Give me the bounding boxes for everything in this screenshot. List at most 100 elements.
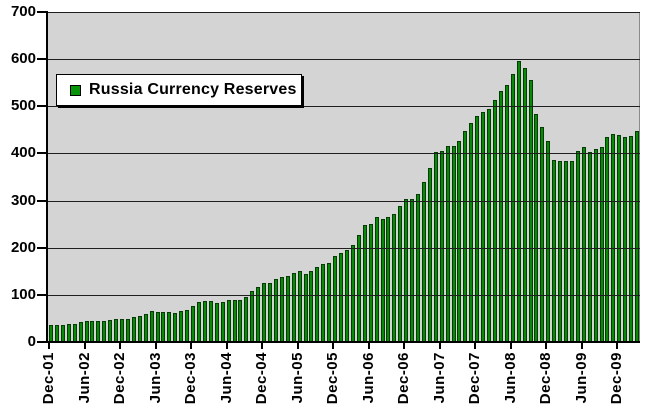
y-tick-label: 0 — [27, 333, 36, 350]
bar — [114, 319, 119, 342]
gridline — [48, 295, 640, 296]
x-tick-label-text: Jun-05 — [288, 352, 306, 404]
bar — [374, 217, 379, 342]
bar — [321, 264, 326, 342]
gridline — [48, 248, 640, 249]
bar — [279, 277, 284, 342]
gridline — [48, 153, 640, 154]
bar — [398, 206, 403, 342]
bar — [131, 317, 136, 342]
bar — [60, 325, 65, 342]
bar — [481, 112, 486, 342]
x-tick-label-text: Dec-02 — [111, 352, 129, 405]
x-tick-label-text: Jun-03 — [146, 352, 164, 404]
bar — [179, 311, 184, 342]
bar — [558, 161, 563, 342]
bar — [487, 109, 492, 342]
bar — [569, 161, 574, 342]
y-tick-label: 700 — [10, 3, 36, 20]
bar — [66, 324, 71, 342]
bar — [421, 182, 426, 342]
x-tick-label-text: Jun-02 — [75, 352, 93, 404]
bar — [49, 325, 53, 342]
y-tick — [37, 105, 48, 107]
bar — [232, 300, 237, 342]
x-tick — [474, 343, 477, 349]
bar — [315, 267, 320, 342]
bar — [475, 116, 480, 342]
bar — [498, 91, 503, 342]
y-axis-line — [46, 12, 48, 343]
legend: Russia Currency Reserves — [56, 74, 302, 106]
bar — [333, 256, 338, 342]
bar — [54, 325, 59, 342]
bar — [386, 217, 391, 342]
legend-marker-icon — [70, 84, 81, 96]
bar — [226, 300, 231, 342]
x-tick — [332, 343, 335, 349]
bar — [587, 152, 592, 342]
bar — [433, 152, 438, 342]
bar — [120, 319, 125, 342]
gridline — [48, 106, 640, 107]
bar — [149, 311, 154, 342]
bar — [273, 279, 278, 342]
x-tick-label-text: Dec-01 — [40, 352, 57, 405]
bar — [463, 131, 468, 342]
x-tick — [190, 343, 193, 349]
bar — [528, 80, 533, 342]
bar — [262, 283, 267, 342]
bar — [564, 161, 569, 342]
bar — [96, 321, 101, 342]
bar — [197, 302, 201, 342]
bar — [108, 320, 113, 342]
bar — [143, 314, 148, 342]
bar — [427, 168, 432, 342]
bar — [90, 321, 95, 342]
y-tick — [37, 247, 48, 249]
bar — [250, 291, 255, 342]
bar — [534, 114, 539, 342]
x-tick — [48, 343, 50, 349]
legend-label: Russia Currency Reserves — [89, 81, 297, 98]
bar — [552, 160, 557, 342]
x-tick — [616, 343, 619, 349]
y-tick — [37, 152, 48, 154]
bar — [291, 273, 296, 342]
bar — [268, 283, 273, 342]
bar — [72, 324, 77, 342]
y-tick — [37, 341, 48, 343]
x-tick-label-text: Jun-08 — [501, 352, 519, 404]
x-tick-label-text: Jun-07 — [430, 352, 448, 404]
y-tick-label: 400 — [10, 144, 36, 161]
bar — [445, 146, 450, 342]
bar — [522, 68, 527, 342]
bar — [504, 85, 509, 342]
x-tick-label-text: Dec-07 — [466, 352, 484, 405]
bar — [510, 74, 515, 342]
bar — [635, 131, 640, 342]
bar — [439, 151, 444, 342]
bar — [167, 312, 172, 342]
bar — [327, 263, 332, 342]
plot-area — [48, 12, 640, 342]
bar — [202, 301, 207, 342]
bar — [339, 253, 344, 342]
bar — [469, 123, 474, 342]
gridline — [48, 201, 640, 202]
x-tick — [261, 343, 264, 349]
x-tick — [509, 343, 512, 349]
bar — [362, 225, 367, 342]
bar — [102, 321, 107, 342]
bar — [208, 301, 213, 342]
bar — [161, 312, 166, 342]
gridline — [48, 12, 640, 13]
bar — [404, 199, 409, 342]
bar — [220, 302, 225, 342]
bar — [410, 199, 415, 342]
x-tick-label-text: Dec-05 — [324, 352, 342, 405]
bar — [191, 306, 196, 342]
bar — [345, 250, 349, 342]
y-tick — [37, 58, 48, 60]
